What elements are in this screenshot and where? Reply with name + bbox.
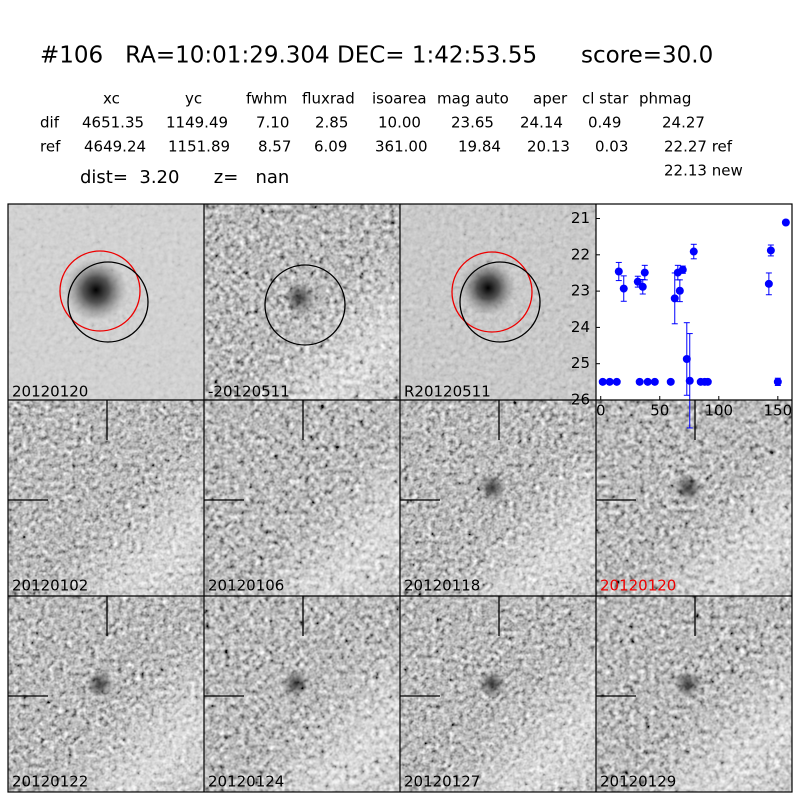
stamp-label: 20120120 (600, 577, 676, 595)
point (703, 377, 712, 386)
point (678, 265, 687, 274)
point (666, 377, 675, 386)
table-cell: 4649.24 (84, 138, 146, 156)
stamp-label: -20120511 (208, 383, 290, 401)
y-tick-label: 24 (571, 318, 590, 336)
point (650, 377, 659, 386)
stamp-label: 20120102 (12, 577, 88, 595)
table-cell: 23.65 (451, 114, 494, 132)
point (643, 377, 652, 386)
column-header: aper (533, 90, 568, 108)
dist: dist= 3.20 z= nan (80, 167, 289, 188)
plot-bg (596, 204, 792, 400)
stamp-source (674, 670, 702, 698)
table-cell: dif (40, 114, 60, 132)
table-cell: 19.84 (458, 138, 501, 156)
table-cell: 8.57 (258, 138, 291, 156)
stamp-source (86, 670, 114, 698)
table-cell: 20.13 (527, 138, 570, 156)
phmag-new: 22.13 new (664, 162, 743, 180)
column-header: yc (185, 90, 202, 108)
stamp-diff (204, 204, 400, 400)
y-tick-label: 21 (571, 209, 590, 227)
point (689, 247, 698, 256)
y-tick-label: 23 (571, 282, 590, 300)
table-cell: 4651.35 (82, 114, 144, 132)
x-tick-label: 100 (704, 402, 733, 420)
light-curve (596, 218, 790, 429)
x-tick-label: 150 (764, 402, 793, 420)
point (640, 268, 649, 277)
history-stamps (8, 400, 792, 792)
column-header: fwhm (246, 90, 287, 108)
point (598, 377, 607, 386)
column-header: xc (103, 90, 120, 108)
x-tick-label: 50 (650, 402, 669, 420)
point (635, 377, 644, 386)
point (670, 294, 679, 303)
stamp-label: 20120129 (600, 773, 676, 791)
table-cell: 24.27 (662, 114, 705, 132)
stamp-glow (204, 400, 400, 596)
point (685, 376, 694, 385)
y-tick-label: 26 (571, 391, 590, 409)
table-cell: 0.03 (595, 138, 628, 156)
stamp-ref (8, 204, 204, 400)
stamp-label: 20120122 (12, 773, 88, 791)
point (638, 282, 647, 291)
stamp-label: 20120120 (12, 383, 88, 401)
point (675, 286, 684, 295)
stamp-label: 20120118 (404, 577, 480, 595)
table-cell: 1151.89 (168, 138, 230, 156)
column-header: fluxrad (302, 90, 355, 108)
stamp-source (282, 670, 310, 698)
table-cell: 10.00 (378, 114, 421, 132)
table-cell: 7.10 (256, 114, 289, 132)
stamp-glow (8, 400, 204, 596)
point (605, 377, 614, 386)
stamp-source (674, 474, 702, 502)
table-cell: 0.49 (588, 114, 621, 132)
stamp-label: 20120127 (404, 773, 480, 791)
stamp-borders (7, 203, 793, 793)
stamp-source (478, 670, 506, 698)
table-cell: 361.00 (375, 138, 428, 156)
table-cell: 1149.49 (166, 114, 228, 132)
stamp-label: 20120106 (208, 577, 284, 595)
stamp-label: R20120511 (404, 383, 491, 401)
table-cell: 24.14 (520, 114, 563, 132)
table-cell: 22.27 ref (664, 138, 733, 156)
point (682, 354, 691, 363)
title: #106 RA=10:01:29.304 DEC= 1:42:53.55 sco… (40, 43, 713, 69)
column-header: mag auto (437, 90, 509, 108)
point (612, 377, 621, 386)
table-cell: 6.09 (314, 138, 347, 156)
stamp-label: 20120124 (208, 773, 284, 791)
y-tick-label: 25 (571, 354, 590, 372)
column-header: cl star (582, 90, 629, 108)
table-cell: ref (40, 138, 61, 156)
column-header: isoarea (372, 90, 427, 108)
point (764, 279, 773, 288)
point (773, 377, 782, 386)
stamp-resid (400, 204, 596, 400)
point (614, 267, 623, 276)
table-cell: 2.85 (315, 114, 348, 132)
point (781, 218, 790, 227)
stamp-source (478, 474, 506, 502)
column-header: phmag (639, 90, 691, 108)
point (766, 246, 775, 255)
x-tick-label: 0 (596, 402, 606, 420)
point (619, 284, 628, 293)
y-tick-label: 22 (571, 245, 590, 263)
